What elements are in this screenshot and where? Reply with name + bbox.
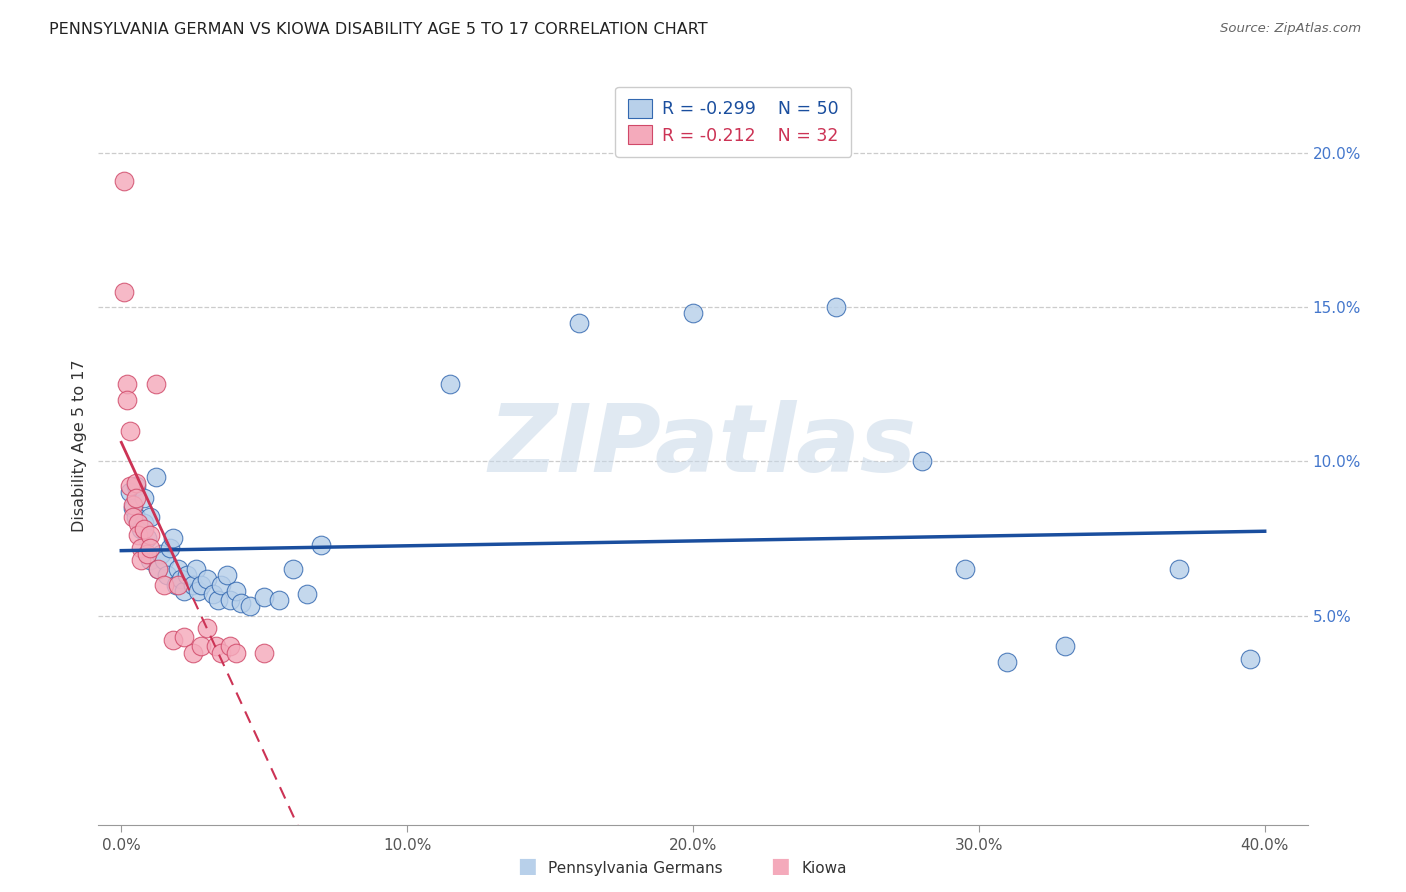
- Point: [187, 583, 209, 598]
- Point: [153, 553, 176, 567]
- Point: [118, 479, 141, 493]
- Point: [124, 475, 146, 490]
- Point: [167, 562, 190, 576]
- Point: [219, 640, 242, 654]
- Point: [295, 587, 318, 601]
- Point: [162, 532, 184, 546]
- Point: [231, 596, 253, 610]
- Point: [134, 516, 156, 530]
- Point: [129, 522, 152, 536]
- Point: [207, 593, 229, 607]
- Point: [145, 470, 167, 484]
- Point: [1239, 651, 1261, 665]
- Point: [190, 640, 212, 654]
- Point: [181, 577, 204, 591]
- Point: [953, 562, 976, 576]
- Point: [1168, 562, 1191, 576]
- Point: [173, 630, 195, 644]
- Point: [134, 491, 156, 506]
- Text: ■: ■: [770, 856, 790, 876]
- Point: [115, 377, 138, 392]
- Point: [118, 485, 141, 500]
- Point: [219, 593, 242, 607]
- Point: [162, 633, 184, 648]
- Point: [124, 479, 146, 493]
- Point: [153, 577, 176, 591]
- Point: [129, 541, 152, 555]
- Point: [253, 590, 276, 604]
- Point: [1053, 640, 1076, 654]
- Point: [139, 509, 162, 524]
- Point: [159, 541, 181, 555]
- Text: Pennsylvania Germans: Pennsylvania Germans: [548, 861, 723, 876]
- Point: [156, 568, 179, 582]
- Point: [136, 547, 159, 561]
- Point: [253, 646, 276, 660]
- Text: ■: ■: [517, 856, 537, 876]
- Text: PENNSYLVANIA GERMAN VS KIOWA DISABILITY AGE 5 TO 17 CORRELATION CHART: PENNSYLVANIA GERMAN VS KIOWA DISABILITY …: [49, 22, 707, 37]
- Point: [568, 316, 591, 330]
- Point: [112, 285, 135, 299]
- Point: [195, 572, 218, 586]
- Point: [225, 646, 247, 660]
- Point: [118, 424, 141, 438]
- Point: [139, 553, 162, 567]
- Point: [311, 538, 333, 552]
- Point: [225, 583, 247, 598]
- Point: [201, 587, 224, 601]
- Point: [167, 577, 190, 591]
- Point: [204, 640, 226, 654]
- Text: Kiowa: Kiowa: [801, 861, 846, 876]
- Point: [121, 500, 143, 515]
- Point: [139, 528, 162, 542]
- Point: [145, 377, 167, 392]
- Point: [181, 646, 204, 660]
- Point: [267, 593, 290, 607]
- Point: [150, 547, 173, 561]
- Point: [139, 541, 162, 555]
- Point: [176, 568, 198, 582]
- Point: [195, 621, 218, 635]
- Point: [439, 377, 461, 392]
- Point: [173, 583, 195, 598]
- Point: [184, 562, 207, 576]
- Point: [148, 562, 170, 576]
- Y-axis label: Disability Age 5 to 17: Disability Age 5 to 17: [72, 359, 87, 533]
- Text: Source: ZipAtlas.com: Source: ZipAtlas.com: [1220, 22, 1361, 36]
- Point: [124, 509, 146, 524]
- Point: [129, 553, 152, 567]
- Point: [209, 577, 232, 591]
- Point: [115, 392, 138, 407]
- Legend: R = -0.299    N = 50, R = -0.212    N = 32: R = -0.299 N = 50, R = -0.212 N = 32: [616, 87, 851, 157]
- Text: ZIPatlas: ZIPatlas: [489, 400, 917, 492]
- Point: [121, 498, 143, 512]
- Point: [825, 301, 848, 315]
- Point: [112, 174, 135, 188]
- Point: [997, 655, 1019, 669]
- Point: [148, 562, 170, 576]
- Point: [911, 454, 934, 468]
- Point: [127, 528, 149, 542]
- Point: [127, 516, 149, 530]
- Point: [281, 562, 304, 576]
- Point: [209, 646, 232, 660]
- Point: [124, 491, 146, 506]
- Point: [121, 509, 143, 524]
- Point: [682, 306, 704, 320]
- Point: [170, 572, 193, 586]
- Point: [239, 599, 262, 614]
- Point: [190, 577, 212, 591]
- Point: [134, 522, 156, 536]
- Point: [215, 568, 238, 582]
- Point: [136, 532, 159, 546]
- Point: [165, 577, 187, 591]
